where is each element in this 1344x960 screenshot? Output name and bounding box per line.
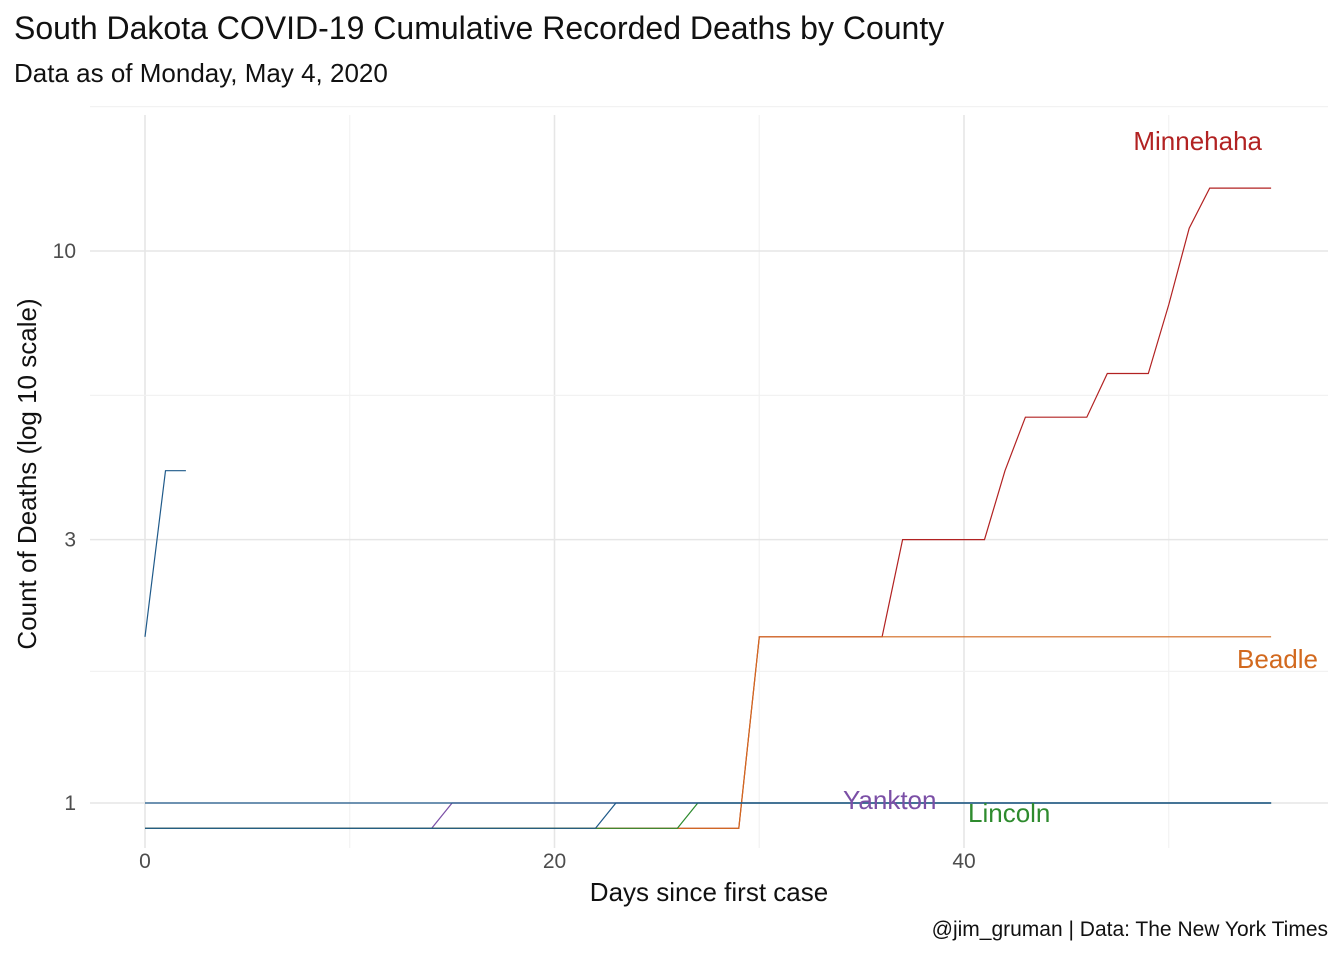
series-line-yankton: [145, 802, 1272, 829]
series-line-unlabeled: [145, 802, 1272, 829]
x-tick-label: 0: [139, 850, 151, 873]
series-line-lincoln: [145, 802, 1272, 829]
y-tick-label: 10: [53, 240, 76, 263]
series-labels: Minnehaha Beadle Yankton Lincoln: [843, 126, 1318, 828]
tick-labels: 0 20 40 1 3 10: [53, 240, 976, 873]
gridlines: [90, 106, 1328, 848]
chart-subtitle: Data as of Monday, May 4, 2020: [14, 58, 388, 88]
series-label-lincoln: Lincoln: [968, 798, 1050, 828]
y-tick-label: 1: [64, 792, 76, 815]
series-lines: [144, 187, 1272, 829]
series-label-yankton: Yankton: [843, 785, 936, 815]
x-tick-label: 20: [543, 850, 566, 873]
y-axis-title: Count of Deaths (log 10 scale): [12, 298, 42, 649]
series-line-beadle: [145, 636, 1272, 829]
x-axis-title: Days since first case: [590, 877, 828, 907]
chart-title: South Dakota COVID-19 Cumulative Recorde…: [14, 10, 945, 46]
series-line-minnehaha: [145, 187, 1272, 829]
y-tick-label: 3: [64, 529, 76, 552]
series-label-beadle: Beadle: [1237, 644, 1318, 674]
series-label-minnehaha: Minnehaha: [1133, 126, 1262, 156]
x-tick-label: 40: [952, 850, 975, 873]
series-line-unlabeled: [144, 470, 186, 637]
chart-caption: @jim_gruman | Data: The New York Times: [931, 918, 1328, 941]
